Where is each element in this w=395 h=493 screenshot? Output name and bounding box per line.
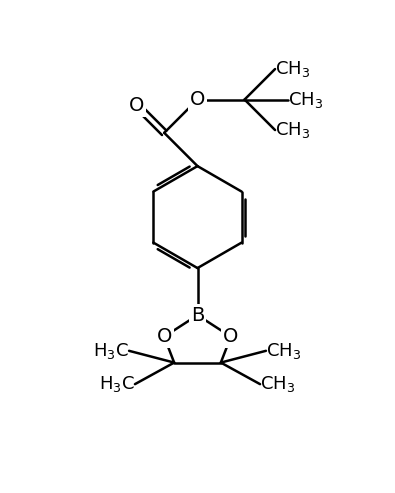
Text: CH$_3$: CH$_3$ [275,59,310,79]
Text: O: O [129,96,144,114]
Text: CH$_3$: CH$_3$ [260,374,295,394]
Text: H$_3$C: H$_3$C [93,341,129,361]
Text: O: O [190,90,205,109]
Text: CH$_3$: CH$_3$ [288,90,323,109]
Text: CH$_3$: CH$_3$ [275,120,310,140]
Text: O: O [156,327,172,346]
Text: H$_3$C: H$_3$C [99,374,135,394]
Text: O: O [223,327,239,346]
Text: CH$_3$: CH$_3$ [266,341,301,361]
Text: B: B [191,306,204,324]
